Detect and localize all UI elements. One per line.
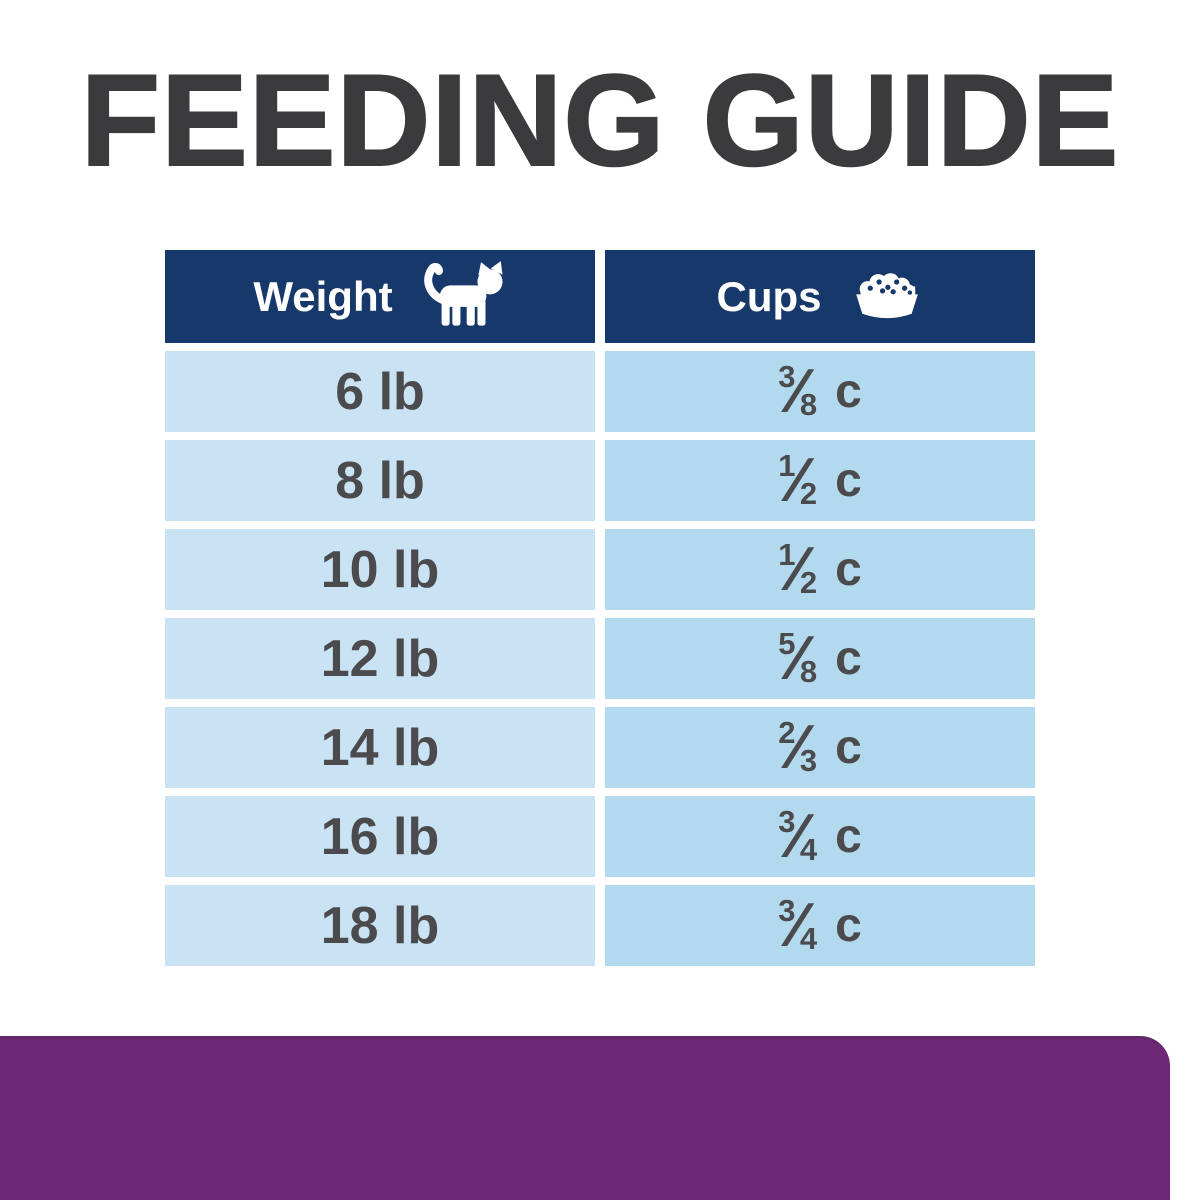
- weight-header-label: Weight: [253, 272, 393, 320]
- fraction-denominator: 3: [799, 742, 818, 778]
- cat-icon: [423, 260, 503, 326]
- cups-cell: 1 ⁄ 2 c: [605, 529, 1035, 610]
- cups-cell: 3 ⁄ 4 c: [605, 796, 1035, 877]
- weight-cell: 6 lb: [165, 351, 595, 432]
- weight-cell: 8 lb: [165, 440, 595, 521]
- cups-cell: 5 ⁄ 8 c: [605, 618, 1035, 699]
- weight-value: 10 lb: [320, 540, 440, 599]
- fraction-numerator: 3: [778, 358, 796, 394]
- weight-value: 8 lb: [335, 451, 425, 510]
- weight-value: 12 lb: [320, 629, 440, 688]
- cups-cell: 1 ⁄ 2 c: [605, 440, 1035, 521]
- column-header-weight: Weight: [165, 250, 595, 343]
- cups-unit: c: [835, 810, 862, 863]
- weight-value: 18 lb: [320, 896, 440, 955]
- cups-unit: c: [835, 721, 862, 774]
- fraction-numerator: 5: [778, 625, 796, 661]
- fraction-numerator: 1: [778, 536, 796, 572]
- fraction-denominator: 8: [799, 653, 818, 689]
- feeding-guide-table: Weight Cups: [165, 250, 1035, 966]
- cups-cell: 3 ⁄ 4 c: [605, 885, 1035, 966]
- cups-unit: c: [835, 543, 862, 596]
- fraction-denominator: 8: [799, 386, 818, 422]
- page-title: FEEDING GUIDE: [80, 47, 1120, 193]
- fraction-numerator: 1: [778, 447, 796, 483]
- cups-unit: c: [835, 899, 862, 952]
- weight-value: 6 lb: [335, 362, 425, 421]
- weight-value: 14 lb: [320, 718, 440, 777]
- weight-cell: 14 lb: [165, 707, 595, 788]
- cups-unit: c: [835, 365, 862, 418]
- weight-value: 16 lb: [320, 807, 440, 866]
- cups-header-label: Cups: [716, 272, 822, 320]
- cups-unit: c: [835, 454, 862, 507]
- fraction-numerator: 3: [778, 892, 796, 928]
- weight-cell: 10 lb: [165, 529, 595, 610]
- fraction-numerator: 3: [778, 803, 796, 839]
- column-header-cups: Cups: [605, 250, 1035, 343]
- cups-cell: 2 ⁄ 3 c: [605, 707, 1035, 788]
- fraction-numerator: 2: [778, 714, 796, 750]
- bottom-purple-band: [0, 1036, 1170, 1200]
- fraction-denominator: 2: [799, 475, 818, 511]
- cups-unit: c: [835, 632, 862, 685]
- weight-cell: 12 lb: [165, 618, 595, 699]
- fraction-denominator: 2: [799, 564, 818, 600]
- fraction-denominator: 4: [799, 920, 818, 956]
- weight-cell: 18 lb: [165, 885, 595, 966]
- cups-cell: 3 ⁄ 8 c: [605, 351, 1035, 432]
- fraction-denominator: 4: [799, 831, 818, 867]
- weight-cell: 16 lb: [165, 796, 595, 877]
- pet-food-bowl-icon: [855, 272, 918, 318]
